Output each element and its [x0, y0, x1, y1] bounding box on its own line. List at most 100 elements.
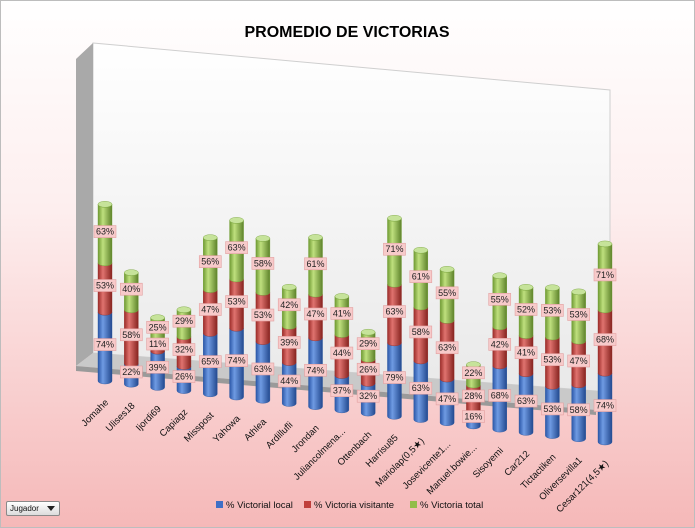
- data-label-text: 63%: [228, 243, 246, 253]
- data-label-box: [435, 392, 459, 406]
- bar-top-cap: [492, 272, 507, 279]
- data-label: 16%: [462, 410, 485, 423]
- data-label: 68%: [593, 333, 617, 346]
- data-label: 40%: [120, 282, 143, 296]
- data-label-text: 68%: [596, 335, 614, 345]
- data-label-box: [593, 333, 617, 346]
- data-label: 53%: [251, 308, 275, 322]
- data-label-box: [304, 307, 327, 321]
- data-label-box: [541, 353, 564, 366]
- data-label-box: [172, 370, 196, 383]
- filter-label: Jugador: [10, 504, 39, 513]
- data-label-text: 47%: [438, 394, 456, 404]
- data-label: 32%: [172, 343, 196, 356]
- data-label: 22%: [462, 366, 485, 380]
- data-label-box: [514, 346, 538, 360]
- data-label-text: 25%: [149, 322, 167, 332]
- data-label-text: 65%: [201, 357, 219, 367]
- data-label-box: [435, 286, 459, 300]
- data-label: 63%: [435, 341, 459, 355]
- data-label-box: [330, 307, 354, 320]
- data-label-box: [146, 320, 169, 334]
- bar-top-cap: [124, 269, 139, 276]
- data-label-box: [93, 338, 117, 351]
- data-labels-group: 74% 53% 63% 22% 58% 40% 39% 11% 25% 26% 32% 29% 65% 4…: [93, 225, 617, 423]
- data-label-box: [567, 403, 590, 417]
- data-label-box: [462, 410, 485, 423]
- data-label-box: [356, 362, 380, 376]
- data-label-box: [172, 314, 196, 328]
- data-label-text: 28%: [464, 391, 482, 401]
- data-label: 68%: [488, 389, 512, 402]
- data-label-box: [356, 337, 380, 350]
- data-label-text: 55%: [438, 288, 456, 298]
- data-label-box: [304, 363, 327, 377]
- data-label-text: 22%: [122, 367, 140, 377]
- data-label: 11%: [146, 337, 169, 351]
- data-label-text: 37%: [333, 386, 351, 396]
- legend-swatch-local: [216, 501, 223, 508]
- data-label-text: 74%: [228, 356, 246, 366]
- side-wall: [76, 43, 93, 366]
- data-label-box: [225, 295, 248, 308]
- data-label: 63%: [383, 305, 406, 318]
- data-label-text: 53%: [570, 309, 588, 319]
- data-label: 44%: [330, 346, 354, 360]
- data-label: 41%: [330, 307, 354, 320]
- bar-top-cap: [439, 266, 455, 273]
- data-label: 55%: [488, 292, 512, 306]
- jugador-filter-button[interactable]: Jugador: [6, 501, 60, 516]
- data-label-box: [277, 298, 301, 312]
- data-label: 53%: [541, 402, 564, 416]
- data-label-text: 52%: [517, 304, 535, 314]
- bar-top-cap: [518, 284, 534, 291]
- data-label-box: [462, 366, 485, 380]
- data-label: 74%: [225, 354, 248, 367]
- bar-top-cap: [571, 288, 586, 296]
- bar-top-cap: [150, 314, 165, 321]
- data-label: 65%: [198, 355, 222, 368]
- data-label: 28%: [462, 389, 485, 403]
- data-label-box: [251, 257, 275, 270]
- data-label-text: 53%: [543, 404, 561, 414]
- data-label: 29%: [356, 337, 380, 350]
- bar-top-cap: [308, 234, 323, 241]
- data-label-text: 16%: [464, 412, 482, 422]
- bar-stack: [308, 234, 323, 410]
- data-label: 47%: [435, 392, 459, 406]
- data-label-box: [462, 389, 485, 403]
- data-label-box: [198, 303, 222, 316]
- data-label-text: 47%: [570, 356, 588, 366]
- bar-top-cap: [334, 293, 350, 300]
- data-label-text: 58%: [122, 330, 140, 340]
- data-label-text: 40%: [122, 284, 140, 294]
- data-label-text: 44%: [333, 348, 351, 358]
- data-label-box: [409, 325, 433, 339]
- data-label-text: 47%: [201, 305, 219, 315]
- category-label: Juliancolmena...: [292, 426, 348, 482]
- data-label-text: 58%: [412, 327, 430, 337]
- data-label-text: 58%: [570, 405, 588, 415]
- bar-top-cap: [282, 284, 297, 291]
- data-label-text: 63%: [385, 307, 403, 317]
- data-label: 71%: [593, 268, 617, 282]
- data-label-text: 61%: [307, 259, 325, 269]
- data-label-text: 56%: [201, 257, 219, 267]
- data-label-box: [93, 225, 117, 238]
- data-label-box: [120, 365, 143, 379]
- data-label-text: 68%: [491, 391, 509, 401]
- data-label-text: 42%: [280, 300, 298, 310]
- bar-top-cap: [203, 234, 218, 241]
- data-label-box: [541, 304, 564, 317]
- data-label: 58%: [251, 257, 275, 270]
- data-label: 61%: [304, 257, 327, 271]
- data-label-text: 55%: [491, 294, 509, 304]
- data-label-text: 42%: [491, 339, 509, 349]
- data-label-box: [567, 354, 590, 368]
- data-label-box: [593, 268, 617, 282]
- data-label: 58%: [120, 328, 143, 342]
- data-label-text: 61%: [412, 272, 430, 282]
- data-label-box: [488, 389, 512, 402]
- data-label-text: 32%: [359, 391, 377, 401]
- data-label-box: [198, 255, 222, 268]
